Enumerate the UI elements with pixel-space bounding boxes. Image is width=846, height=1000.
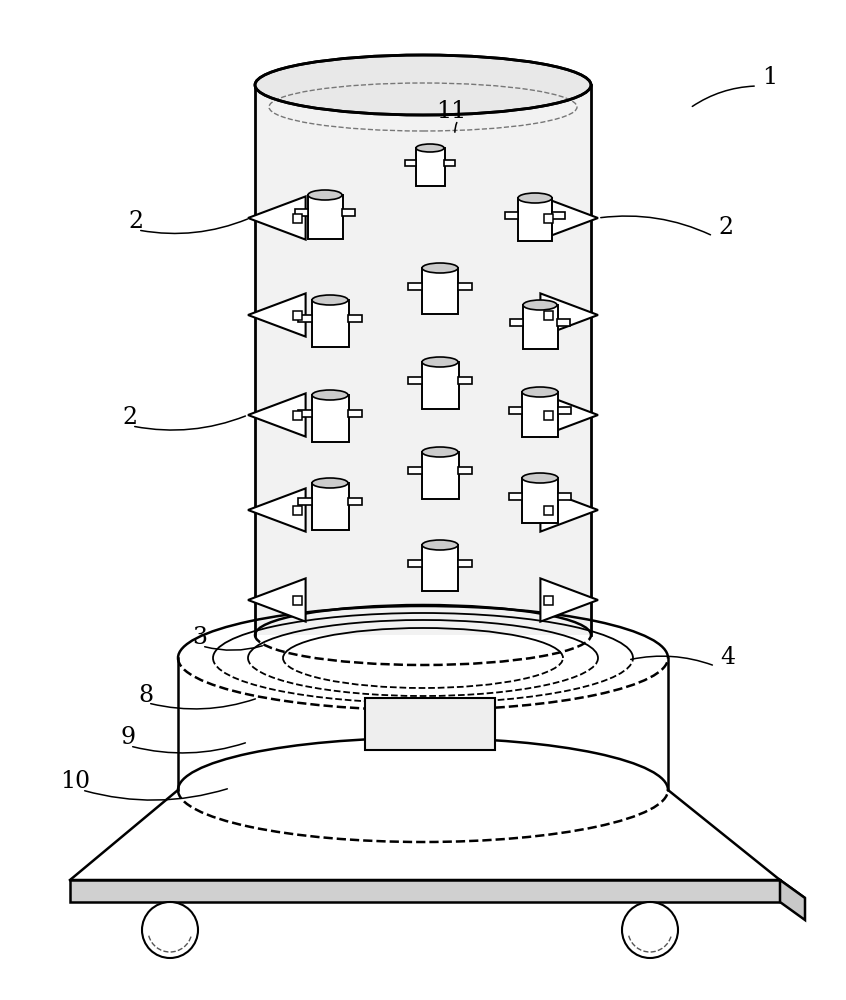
Ellipse shape (523, 300, 557, 310)
Text: 11: 11 (436, 101, 466, 123)
Bar (308, 195, 343, 239)
Ellipse shape (522, 473, 558, 483)
Ellipse shape (518, 193, 552, 203)
Bar (342, 209, 355, 216)
Bar (348, 498, 362, 505)
Bar (312, 483, 349, 530)
Bar (544, 506, 553, 515)
Bar (348, 315, 362, 322)
Bar (509, 493, 522, 500)
Bar (544, 214, 553, 223)
Bar (522, 392, 558, 437)
Bar (298, 410, 312, 417)
Polygon shape (541, 196, 598, 240)
Ellipse shape (422, 447, 458, 457)
Text: 4: 4 (720, 647, 735, 670)
Polygon shape (248, 196, 305, 240)
Bar (557, 319, 570, 326)
Circle shape (622, 902, 678, 958)
Bar (293, 596, 302, 605)
Bar (348, 410, 362, 417)
Text: 1: 1 (762, 66, 777, 90)
Polygon shape (248, 393, 305, 437)
Text: 2: 2 (128, 211, 143, 233)
Text: 2: 2 (718, 217, 733, 239)
Bar (293, 506, 302, 515)
Bar (523, 305, 558, 349)
Polygon shape (248, 488, 305, 532)
Bar (422, 545, 458, 591)
Bar (458, 283, 472, 290)
Bar (510, 319, 523, 326)
Bar (558, 493, 571, 500)
Bar (312, 395, 349, 442)
Bar (298, 315, 312, 322)
Bar (544, 411, 553, 420)
Ellipse shape (312, 390, 348, 400)
Polygon shape (70, 880, 805, 898)
Bar (544, 596, 553, 605)
Text: 10: 10 (60, 770, 91, 794)
Polygon shape (541, 578, 598, 622)
Bar (298, 498, 312, 505)
Circle shape (142, 902, 198, 958)
Ellipse shape (422, 357, 458, 367)
Ellipse shape (312, 295, 348, 305)
Bar (405, 160, 416, 166)
Bar (293, 311, 302, 320)
Bar (408, 560, 422, 567)
Polygon shape (541, 488, 598, 532)
Text: 8: 8 (138, 684, 153, 706)
Polygon shape (248, 578, 305, 622)
Bar (365, 698, 495, 750)
Bar (458, 467, 472, 474)
Bar (295, 209, 308, 216)
Bar (558, 407, 571, 414)
Bar (505, 212, 518, 219)
Bar (518, 198, 552, 241)
Polygon shape (780, 880, 805, 920)
Text: 9: 9 (120, 726, 135, 750)
Ellipse shape (416, 144, 444, 152)
Bar (293, 411, 302, 420)
Text: 2: 2 (122, 406, 137, 430)
Bar (422, 268, 458, 314)
Bar (293, 214, 302, 223)
Bar (408, 283, 422, 290)
Bar (422, 362, 459, 409)
Polygon shape (248, 293, 305, 337)
Bar (458, 377, 472, 384)
Bar (522, 478, 558, 523)
Polygon shape (70, 880, 780, 902)
Ellipse shape (422, 263, 458, 273)
Bar (444, 160, 455, 166)
Polygon shape (541, 293, 598, 337)
Ellipse shape (312, 478, 348, 488)
Text: 3: 3 (192, 626, 207, 650)
Ellipse shape (522, 387, 558, 397)
Bar (458, 560, 472, 567)
Bar (408, 467, 422, 474)
Bar (416, 148, 445, 186)
Bar (408, 377, 422, 384)
Bar (552, 212, 565, 219)
Ellipse shape (308, 190, 342, 200)
Bar (509, 407, 522, 414)
Polygon shape (541, 393, 598, 437)
Bar (422, 452, 459, 499)
Bar (544, 311, 553, 320)
Polygon shape (255, 85, 591, 635)
Bar (312, 300, 349, 347)
Ellipse shape (422, 540, 458, 550)
Ellipse shape (255, 55, 591, 115)
